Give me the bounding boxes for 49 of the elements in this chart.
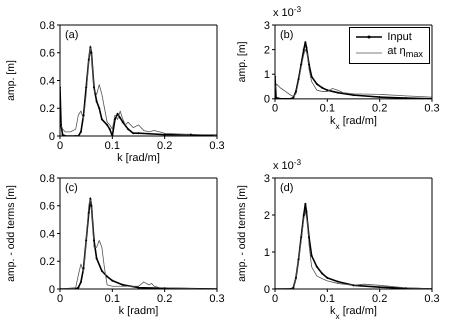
y-axis-title: amp. - odd terms [m] [236,184,248,282]
x-tick-label: 0.1 [320,102,335,115]
annotation: (c) [65,182,78,194]
x-axis-title: k [radm] [118,305,158,317]
y-tick-label: 3 [264,172,270,185]
y-tick-label: 0.4 [40,75,55,88]
x-tick-label: 0.3 [209,140,225,152]
text: x 10$^{-3}$ [273,4,302,19]
x-tick-label: 0.3 [424,292,440,305]
y-tick-label: 2 [264,210,270,222]
x-tick-label: 0.3 [209,292,225,305]
text: x 10$^{-3}$ [273,158,302,172]
x-tick-label: 0 [272,102,278,115]
x-tick-label: 0 [272,292,278,305]
x-axis-title: k$_{x}$ [rad/m] [330,114,377,130]
y-tick-label: 0.6 [40,48,55,60]
x-tick-label: 0 [56,292,64,305]
y-tick-label: 0.8 [40,172,55,185]
y-axis-title: amp. [m] [5,60,17,101]
legend-label: at η$_{max}$ [387,44,423,62]
y-axis-title: amp. [m] [236,41,248,82]
y-tick-label: 0 [48,130,55,143]
x-tick-label: 0.2 [372,292,388,305]
y-tick-label: 1 [264,69,270,82]
x-tick-label: 0.2 [157,292,172,305]
annotation: (b) [280,29,294,41]
x-tick-label: 0 [56,140,64,152]
y-tick-label: 0.8 [40,20,55,32]
x-axis-title: k$_{x}$ [rad/m] [330,305,377,320]
annotation: (d) [280,182,294,194]
x-axis-title: k [rad/m] [117,152,160,164]
annotation: (a) [65,29,78,41]
y-tick-label: 2 [264,44,270,57]
x-tick-label: 0.1 [320,292,335,305]
x-tick-label: 0.2 [157,140,172,152]
x-tick-label: 0.2 [372,102,388,115]
y-tick-label: 0 [264,94,270,106]
y-axis-title: amp. - odd terms [m] [5,184,17,282]
y-tick-label: 0 [264,284,270,296]
y-tick-label: 1 [264,246,270,259]
y-tick-label: 0.6 [40,200,55,213]
x-tick-label: 0.1 [104,140,120,152]
y-tick-label: 3 [264,20,270,32]
legend-label: Input [387,30,412,44]
y-tick-label: 0 [48,284,55,296]
x-tick-label: 0.1 [104,292,120,305]
x-tick-label: 0.3 [424,102,440,115]
y-tick-label: 0.4 [40,228,55,240]
y-tick-label: 0.2 [40,256,55,268]
